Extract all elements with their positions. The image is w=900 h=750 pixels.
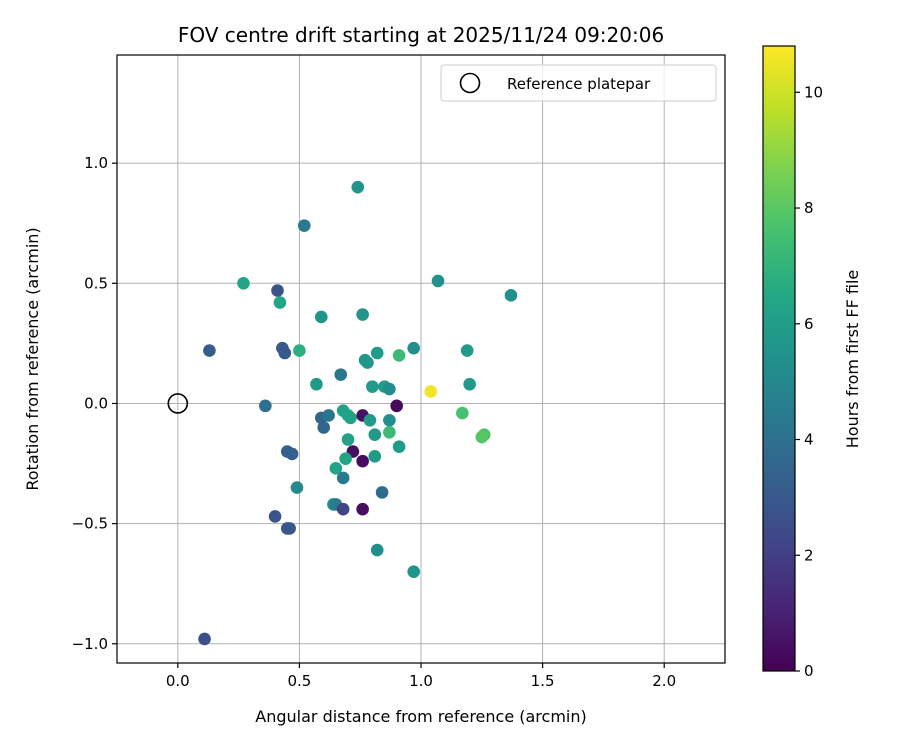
data-point [392,440,406,454]
data-point [203,344,216,357]
x-tick-label: 1.5 [531,672,555,690]
data-point [293,344,306,357]
data-point [361,356,374,369]
data-point [310,377,323,391]
x-tick-label: 2.0 [652,672,676,690]
data-point [431,274,445,288]
data-point [334,368,348,381]
x-tick-label: 0.0 [166,672,190,690]
legend-reference-marker [459,72,481,94]
data-point [368,428,382,441]
grid-lines [117,55,725,663]
colorbar-gradient [762,45,796,672]
data-point [368,450,382,463]
y-tick-label: 1.0 [84,154,108,172]
data-point [475,430,489,444]
reference-point-marker [167,393,189,414]
axis-ticks: 0.0 0.5 1.0 1.5 2.0 −1.0 −0.5 0.0 0.5 1.0 [72,154,677,690]
data-point [329,462,343,475]
y-axis-label: Rotation from reference (arcmin) [23,227,42,490]
data-point [297,219,311,232]
data-point [344,411,357,425]
data-point [271,284,284,297]
colorbar-tick-label: 4 [804,431,814,449]
data-point [278,346,292,360]
data-point [273,296,287,309]
y-tick-label: −1.0 [72,635,108,653]
legend: Reference platepar [440,64,717,102]
y-tick-label: −0.5 [72,515,108,533]
data-point [356,502,369,516]
y-tick-label: 0.0 [84,394,108,412]
data-point [336,471,350,485]
data-point [322,409,335,422]
data-point [392,349,406,362]
data-point [407,565,421,578]
data-point [341,433,355,446]
data-point [259,399,272,413]
data-point [383,425,396,439]
legend-entry-reference-platepar: Reference platepar [507,75,651,93]
y-tick-label: 0.5 [84,274,108,292]
data-point [504,289,518,302]
data-point [363,413,377,427]
data-point [407,341,421,355]
data-points [198,180,518,646]
colorbar-tick-label: 0 [804,662,814,680]
colorbar: 0 2 4 6 8 10 Hours from first FF file [762,45,862,680]
colorbar-tick-label: 8 [804,199,814,217]
data-point [351,180,365,194]
data-point [460,344,474,357]
data-point [314,310,328,324]
data-point [317,421,331,434]
data-point [383,413,396,427]
colorbar-label: Hours from first FF file [843,270,862,449]
data-point [366,380,379,393]
data-point [463,377,476,391]
data-point [375,486,389,499]
data-point [424,385,438,398]
x-axis-label: Angular distance from reference (arcmin) [255,707,586,726]
data-point [237,277,250,290]
data-point [356,308,369,321]
data-point [198,632,211,646]
data-point [268,510,282,523]
data-point [356,454,369,468]
data-point [285,447,299,461]
data-point [383,382,396,396]
data-point [370,346,384,360]
colorbar-ticks: 0 2 4 6 8 10 [795,83,823,680]
colorbar-tick-label: 6 [804,315,814,333]
x-tick-label: 1.0 [409,672,433,690]
chart-title: FOV centre drift starting at 2025/11/24 … [178,23,664,47]
data-point [336,502,350,516]
colorbar-tick-label: 2 [804,546,814,564]
data-point [390,399,403,413]
data-point [456,406,469,420]
data-point [339,452,352,466]
data-point [290,481,304,494]
legend-box [440,64,717,102]
x-tick-label: 0.5 [287,672,311,690]
data-point [283,522,296,535]
colorbar-tick-label: 10 [804,83,823,101]
data-point [370,543,384,557]
